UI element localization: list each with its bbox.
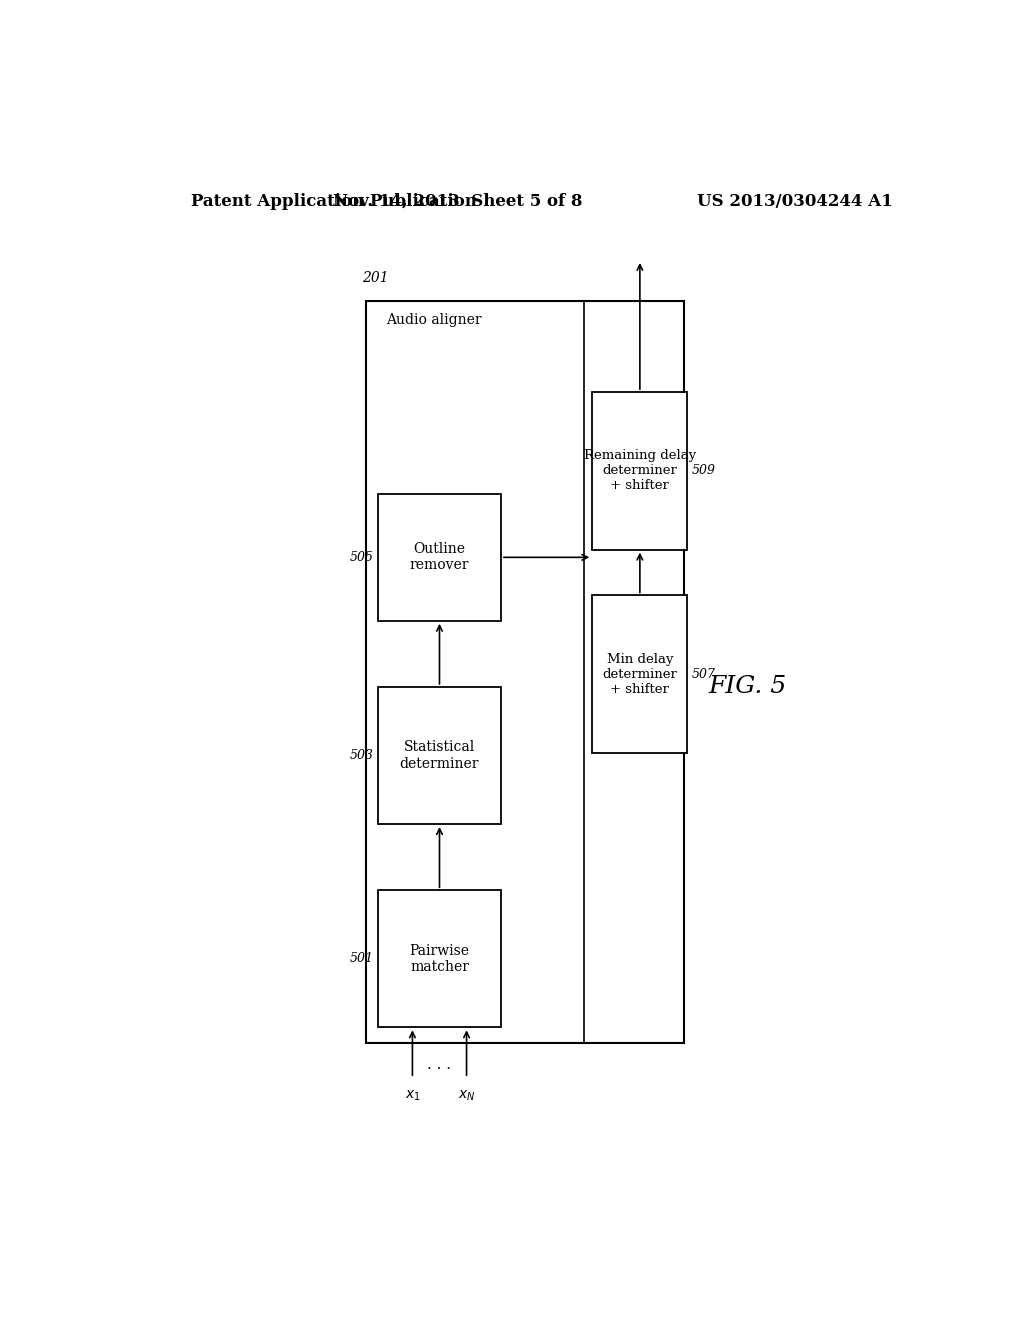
- Text: 201: 201: [362, 272, 389, 285]
- Text: Statistical
determiner: Statistical determiner: [399, 741, 479, 771]
- Text: Outline
remover: Outline remover: [410, 543, 469, 573]
- Text: Patent Application Publication: Patent Application Publication: [191, 193, 477, 210]
- Bar: [378, 494, 501, 620]
- Text: Min delay
determiner
+ shifter: Min delay determiner + shifter: [602, 652, 677, 696]
- Text: Nov. 14, 2013  Sheet 5 of 8: Nov. 14, 2013 Sheet 5 of 8: [333, 193, 582, 210]
- Text: $x_1$: $x_1$: [404, 1089, 420, 1102]
- Bar: [378, 890, 501, 1027]
- Text: Audio aligner: Audio aligner: [386, 313, 481, 327]
- Text: 505: 505: [350, 550, 374, 564]
- Text: . . .: . . .: [427, 1059, 452, 1072]
- Text: 507: 507: [691, 668, 716, 681]
- Bar: [378, 686, 501, 824]
- Text: Pairwise
matcher: Pairwise matcher: [410, 944, 469, 974]
- Text: 501: 501: [350, 952, 374, 965]
- Bar: [367, 301, 684, 1043]
- Bar: [592, 392, 687, 549]
- Text: Remaining delay
determiner
+ shifter: Remaining delay determiner + shifter: [584, 449, 696, 492]
- Text: FIG. 5: FIG. 5: [708, 676, 786, 698]
- Text: 509: 509: [691, 465, 716, 478]
- Text: US 2013/0304244 A1: US 2013/0304244 A1: [696, 193, 893, 210]
- Text: 503: 503: [350, 748, 374, 762]
- Bar: [592, 595, 687, 752]
- Text: $x_N$: $x_N$: [458, 1089, 475, 1102]
